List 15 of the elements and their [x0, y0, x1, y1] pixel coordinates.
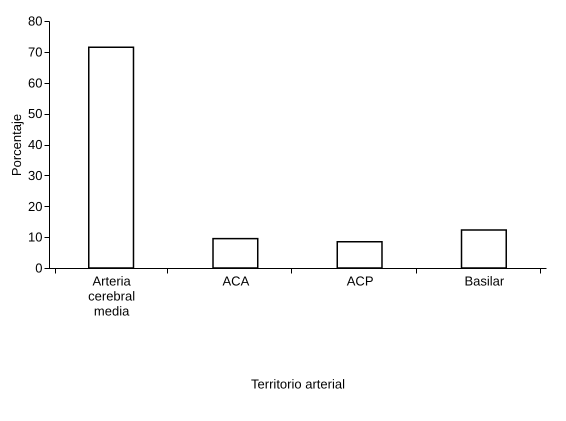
y-tick-label: 0 — [35, 260, 42, 276]
x-tick-label: Arteria cerebral media — [88, 274, 136, 318]
x-axis-title: Territorio arterial — [251, 376, 346, 392]
y-tick-label: 40 — [28, 137, 42, 152]
y-tick-label: 50 — [28, 106, 42, 122]
x-tick-label: Basilar — [464, 274, 505, 288]
y-tick-label: 30 — [28, 168, 42, 183]
y-tick-label: 10 — [28, 230, 42, 245]
x-tick-label: ACA — [222, 274, 250, 288]
y-tick-label: 80 — [28, 14, 42, 28]
y-tick-label: 20 — [28, 198, 42, 214]
y-tick-label: 60 — [28, 75, 42, 90]
x-tick-label: ACP — [346, 274, 374, 288]
y-axis-title: Porcentaje — [9, 114, 24, 176]
y-tick-label: 70 — [28, 44, 42, 60]
